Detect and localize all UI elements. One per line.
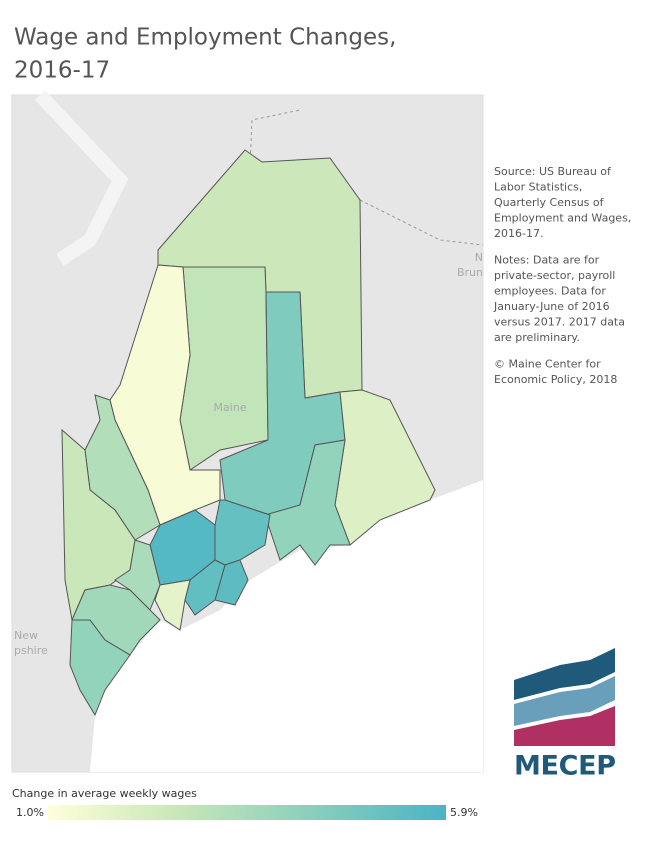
logo-band [514,676,615,726]
map-label: Maine [213,401,246,414]
map-label: Brun [457,266,483,279]
note-line: Economic Policy, 2018 [494,373,617,386]
note-line: private-sector, payroll [494,269,615,282]
note-line: Notes: Data are for [494,254,600,267]
county [69,619,131,717]
note-line: are preliminary. [494,331,580,344]
note-line: January-June of 2016 [493,300,610,313]
regions [61,149,436,717]
note-line: Employment and Wages, [494,212,631,225]
logo-text: MECEP [514,751,616,782]
note-line: versus 2017. 2017 data [494,316,625,329]
legend-max: 5.9% [450,806,478,819]
legend-title: Change in average weekly wages [12,787,197,800]
title: Wage and Employment Changes, [14,25,396,51]
title: 2016-17 [14,58,110,84]
county [179,266,269,471]
map-label: N [475,251,483,264]
county [264,439,351,566]
notes: Source: US Bureau of Labor Statistics, Qua… [493,165,631,386]
note-line: © Maine Center for [494,358,601,371]
river [34,90,129,266]
map-label: pshire [14,644,48,657]
note-line: Labor Statistics, [494,181,582,194]
note-line: Quarterly Census of [494,196,605,209]
logo-band [514,706,615,746]
note-line: 2016-17. [494,227,543,240]
logo-band [514,648,615,700]
legend-ramp [48,805,446,820]
ocean [90,480,483,772]
map-label: New [14,629,38,642]
note-line: Source: US Bureau of [494,165,612,178]
note-line: employees. Data for [494,285,606,298]
legend-min: 1.0% [16,806,44,819]
county [154,579,191,631]
